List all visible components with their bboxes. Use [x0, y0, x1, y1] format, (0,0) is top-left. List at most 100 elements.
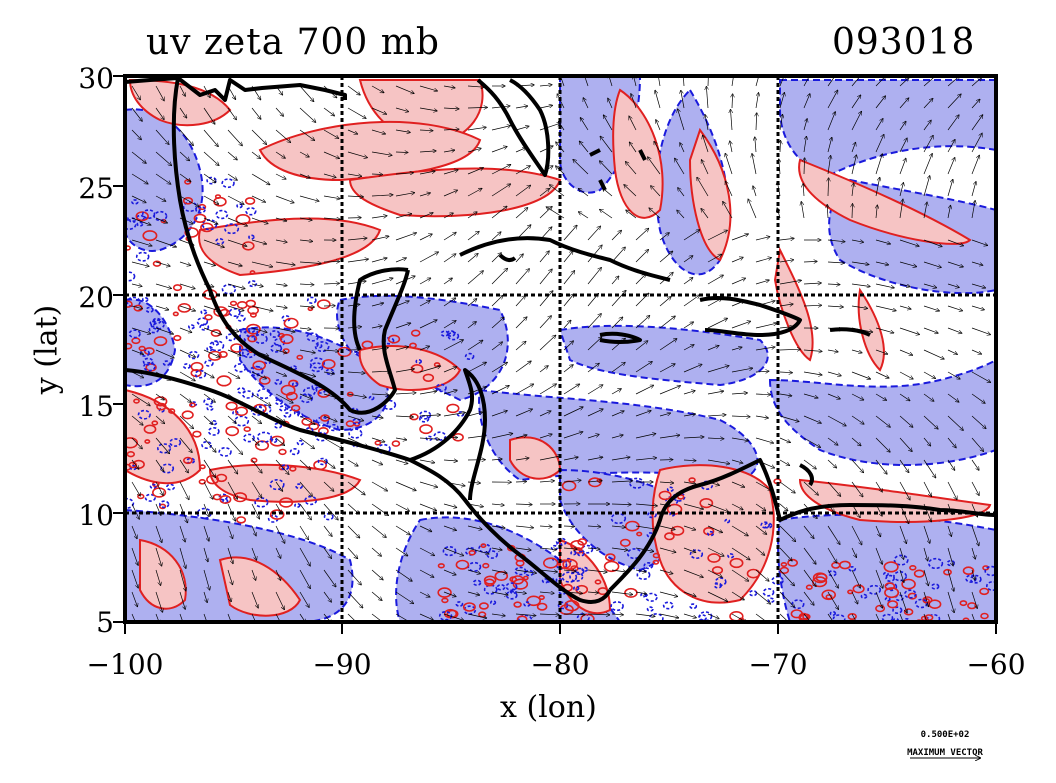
vector-arrow-icon: [683, 503, 703, 509]
vector-arrow-icon: [803, 184, 804, 197]
vector-arrow-icon: [827, 262, 844, 263]
vector-arrow-icon: [323, 459, 335, 468]
vector-arrow-icon: [395, 438, 407, 440]
vector-arrow-icon: [179, 305, 195, 311]
contour-blob: [913, 569, 925, 578]
vector-arrow-icon: [971, 78, 982, 87]
vector-arrow-icon: [731, 301, 744, 307]
contour-blob: [387, 334, 401, 344]
vector-arrow-icon: [419, 301, 430, 307]
vector-arrow-icon: [563, 294, 574, 307]
vector-arrow-icon: [587, 226, 600, 241]
vector-arrow-icon: [347, 437, 368, 447]
vector-arrow-icon: [155, 85, 164, 101]
vector-arrow-icon: [923, 349, 944, 359]
contour-blob: [309, 357, 325, 369]
vector-arrow-icon: [323, 195, 340, 199]
vector-arrow-icon: [611, 276, 619, 285]
vector-arrow-icon: [467, 340, 483, 351]
contour-blob: [182, 363, 191, 370]
vector-arrow-icon: [227, 151, 237, 160]
vector-arrow-icon: [923, 525, 930, 543]
vector-arrow-icon: [443, 525, 456, 530]
contour-blob: [278, 405, 287, 412]
vector-arrow-icon: [659, 591, 677, 597]
vector-arrow-icon: [803, 371, 822, 375]
vector-arrow-icon: [203, 107, 215, 124]
contour-blob: [455, 559, 470, 570]
vector-arrow-icon: [779, 525, 796, 541]
vector-arrow-icon: [899, 283, 910, 287]
vector-arrow-icon: [299, 195, 319, 201]
reference-vector-label: MAXIMUM VECTOR: [907, 748, 983, 758]
contour-blob: [143, 362, 156, 372]
vector-arrow-icon: [467, 569, 480, 574]
vector-arrow-icon: [923, 459, 936, 478]
vector-arrow-icon: [419, 193, 430, 197]
vector-arrow-icon: [827, 306, 843, 307]
vector-arrow-icon: [899, 239, 919, 246]
contour-blob: [125, 271, 136, 282]
contour-blob: [435, 383, 447, 393]
vector-arrow-icon: [227, 239, 247, 246]
vector-arrow-icon: [707, 366, 729, 373]
contour-blob: [293, 410, 301, 416]
contour-blob: [177, 302, 192, 313]
vector-arrow-icon: [707, 415, 726, 416]
vector-arrow-icon: [443, 170, 458, 175]
vector-arrow-icon: [683, 460, 696, 461]
contour-blob: [162, 360, 171, 367]
vector-arrow-icon: [467, 412, 482, 417]
contour-blob: [415, 358, 423, 364]
vector-arrow-icon: [683, 547, 696, 552]
vector-arrow-icon: [539, 105, 552, 109]
vector-arrow-icon: [323, 218, 340, 219]
vector-arrow-icon: [347, 196, 363, 197]
vector-arrow-icon: [947, 158, 955, 175]
contour-blob: [187, 324, 195, 330]
vector-arrow-icon: [803, 437, 820, 447]
contour-blob: [847, 612, 857, 620]
vector-arrow-icon: [515, 526, 533, 528]
vector-arrow-icon: [275, 613, 281, 622]
vector-arrow-icon: [947, 239, 963, 246]
vector-arrow-icon: [491, 253, 501, 263]
contour-blob: [193, 213, 207, 224]
vector-arrow-icon: [635, 613, 655, 616]
contour-blob: [305, 427, 314, 434]
contour-blob: [315, 416, 329, 427]
contour-blob: [218, 446, 232, 457]
vector-arrow-icon: [731, 76, 734, 87]
vector-arrow-icon: [443, 190, 457, 197]
contour-blob: [909, 564, 917, 571]
vector-arrow-icon: [683, 295, 699, 307]
vector-arrow-icon: [635, 341, 648, 351]
vector-arrow-icon: [611, 481, 632, 482]
vector-arrow-icon: [539, 384, 556, 395]
vector-arrow-icon: [443, 438, 457, 439]
vector-arrow-icon: [395, 525, 410, 535]
contour-blob: [141, 297, 149, 303]
vector-arrow-icon: [923, 120, 931, 131]
vector-arrow-icon: [179, 283, 195, 289]
vector-arrow-icon: [227, 349, 241, 356]
contour-blob: [419, 424, 433, 435]
vector-arrow-icon: [608, 98, 613, 109]
vector-arrow-icon: [923, 393, 934, 401]
contour-blob: [235, 406, 249, 417]
vector-arrow-icon: [779, 280, 801, 285]
contour-blob: [200, 222, 214, 233]
contour-blob: [289, 465, 297, 472]
vector-arrow-icon: [155, 613, 160, 622]
vector-arrow-icon: [899, 349, 913, 355]
vector-arrow-icon: [203, 217, 218, 224]
vector-arrow-icon: [947, 547, 953, 566]
vector-arrow-icon: [875, 327, 894, 333]
contour-blob: [245, 207, 257, 216]
vector-arrow-icon: [347, 85, 360, 95]
vector-arrow-icon: [899, 459, 909, 472]
vector-arrow-icon: [755, 569, 769, 581]
vector-arrow-icon: [779, 304, 793, 306]
reference-vector-value: 0.500E+02: [920, 730, 970, 740]
vector-arrow-icon: [419, 107, 437, 111]
